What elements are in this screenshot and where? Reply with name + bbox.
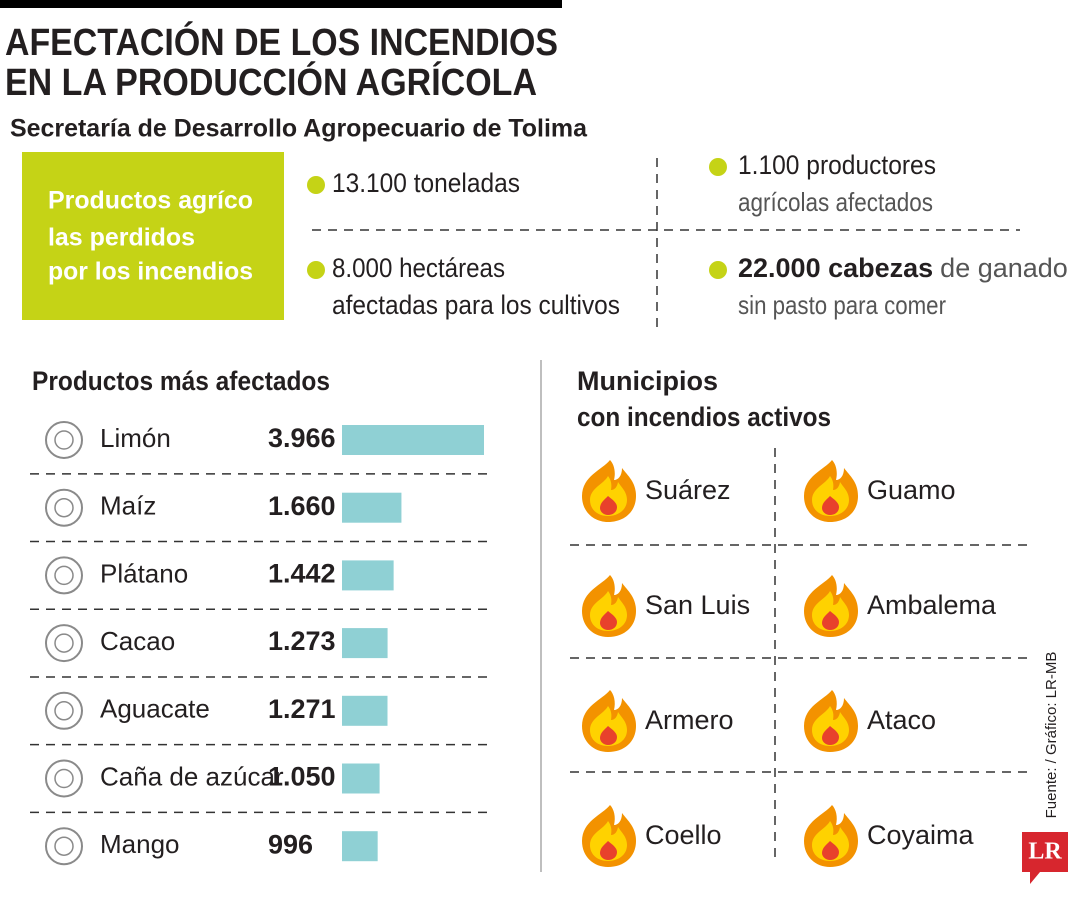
stat-text: afectadas para los cultivos bbox=[332, 290, 620, 320]
summary-text: por los incendios bbox=[48, 258, 253, 286]
product-icon bbox=[54, 633, 74, 653]
chart-title: Productos más afectados bbox=[32, 366, 330, 396]
logo-box bbox=[1022, 832, 1068, 884]
product-icon bbox=[54, 701, 74, 721]
municipality: Suárez bbox=[645, 475, 731, 505]
product-icon bbox=[54, 497, 74, 518]
stat-bold: 22.000 cabezas bbox=[738, 253, 933, 283]
value-label: 1.660 bbox=[268, 491, 336, 521]
stat-text: sin pasto para comer bbox=[738, 290, 946, 320]
source: Fuente: / Gráfico: LR-MB bbox=[1043, 652, 1060, 819]
municipality: Ataco bbox=[867, 705, 936, 735]
value-label: 1.273 bbox=[268, 626, 336, 656]
bullet bbox=[709, 261, 727, 279]
bar bbox=[342, 492, 402, 523]
product-icon bbox=[45, 556, 83, 595]
bullet bbox=[307, 176, 325, 194]
product-icon bbox=[45, 759, 83, 798]
municipality: Ambalema bbox=[867, 590, 997, 620]
flame-icon bbox=[804, 805, 858, 867]
category-label: Plátano bbox=[100, 558, 188, 588]
value-label: 1.050 bbox=[268, 762, 336, 792]
category-label: Caña de azúcar bbox=[100, 761, 284, 791]
flame-icon bbox=[804, 690, 858, 752]
flame-icon bbox=[582, 690, 636, 752]
logo: LR bbox=[1028, 839, 1062, 865]
bullet bbox=[709, 158, 727, 176]
product-icon bbox=[45, 421, 83, 459]
stat-text: 8.000 hectáreas bbox=[332, 253, 505, 283]
value-label: 996 bbox=[268, 829, 313, 859]
summary-text: las perdidos bbox=[48, 224, 195, 252]
product-icon bbox=[54, 768, 74, 789]
product-icon bbox=[45, 827, 83, 866]
product-icon bbox=[45, 624, 83, 663]
section-title: Municipios bbox=[577, 366, 718, 396]
bar bbox=[342, 831, 378, 862]
value-label: 3.966 bbox=[268, 423, 336, 453]
section-title: con incendios activos bbox=[577, 402, 831, 432]
summary-box bbox=[22, 152, 284, 320]
category-label: Cacao bbox=[100, 626, 175, 656]
title: AFECTACIÓN DE LOS INCENDIOS bbox=[5, 20, 558, 64]
category-label: Mango bbox=[100, 829, 180, 859]
flame-icon bbox=[582, 460, 636, 522]
category-label: Maíz bbox=[100, 491, 156, 521]
bar bbox=[342, 763, 380, 794]
flame-icon bbox=[804, 460, 858, 522]
product-icon bbox=[54, 565, 74, 586]
stat-text: agrícolas afectados bbox=[738, 187, 933, 217]
municipality: Coyaima bbox=[867, 820, 975, 850]
stat-text: 13.100 toneladas bbox=[332, 168, 520, 198]
top-rule bbox=[0, 0, 562, 8]
municipality: Coello bbox=[645, 820, 722, 850]
product-icon bbox=[45, 488, 83, 527]
value-label: 1.442 bbox=[268, 559, 336, 589]
product-icon bbox=[54, 836, 74, 856]
stat-text: 1.100 productores bbox=[738, 150, 936, 180]
stat-text: 22.000 cabezas de ganado bbox=[738, 253, 1068, 283]
product-icon bbox=[54, 430, 74, 450]
stat-regular: de ganado bbox=[940, 253, 1068, 283]
bar bbox=[342, 628, 388, 659]
summary-text: Productos agríco bbox=[48, 187, 253, 215]
product-icon bbox=[45, 691, 83, 730]
category-label: Limón bbox=[100, 423, 171, 453]
municipality: Armero bbox=[645, 705, 734, 735]
bar bbox=[342, 560, 394, 591]
category-label: Aguacate bbox=[100, 694, 210, 724]
subtitle: Secretaría de Desarrollo Agropecuario de… bbox=[10, 115, 588, 143]
value-label: 1.271 bbox=[268, 694, 336, 724]
bar bbox=[342, 425, 484, 455]
bar bbox=[342, 695, 388, 726]
flame-icon bbox=[582, 805, 636, 867]
flame-icon bbox=[582, 575, 636, 637]
title: EN LA PRODUCCIÓN AGRÍCOLA bbox=[5, 60, 537, 104]
flame-icon bbox=[804, 575, 858, 637]
municipality: Guamo bbox=[867, 475, 956, 505]
municipality: San Luis bbox=[645, 590, 750, 620]
bullet bbox=[307, 261, 325, 279]
